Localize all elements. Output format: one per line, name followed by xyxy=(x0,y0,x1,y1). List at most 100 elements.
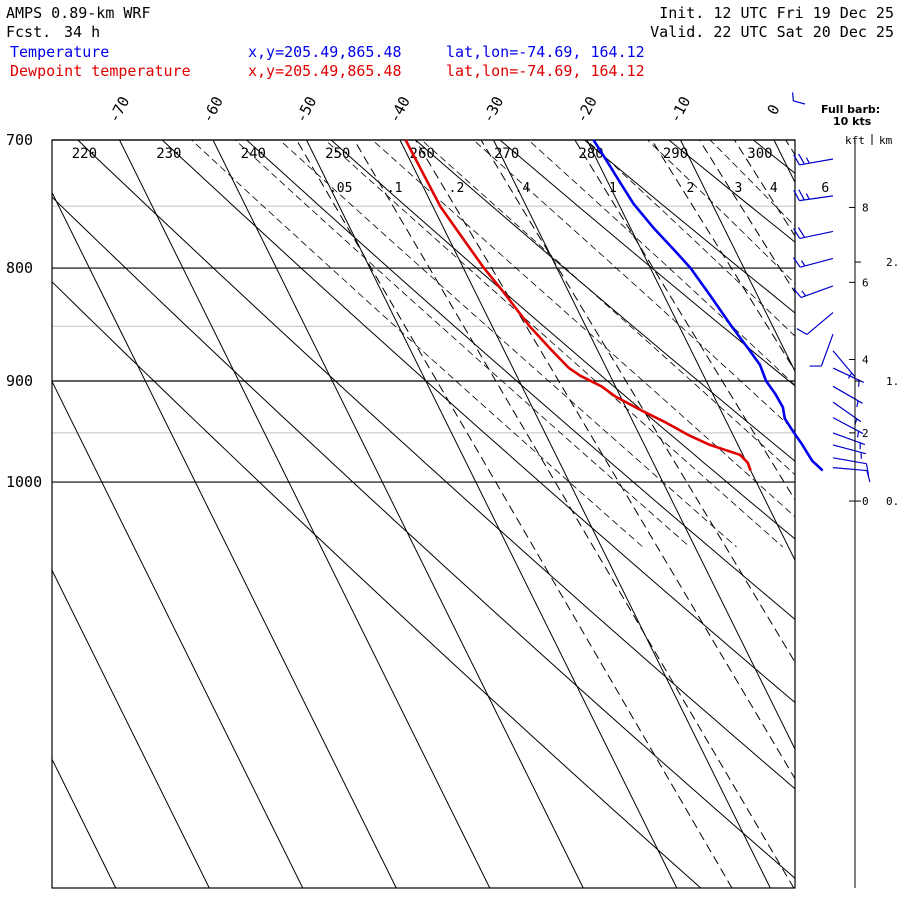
dry-adiabat-line xyxy=(583,140,795,314)
wind-barb xyxy=(793,227,834,240)
wind-barb-full xyxy=(793,288,802,298)
dry-adiabat-label: 230 xyxy=(156,146,181,162)
height-axis-kft-value: 4 xyxy=(862,353,869,366)
forecast-label: Fcst. xyxy=(6,23,52,41)
dry-adiabat-label: 270 xyxy=(494,146,519,162)
wind-barb-staff xyxy=(799,158,834,166)
wind-barb-half xyxy=(805,157,810,164)
moist-adiabat-line xyxy=(585,140,795,337)
isotherm-line xyxy=(399,140,771,888)
isotherm-line xyxy=(306,140,678,888)
mixing-ratio-line xyxy=(296,140,733,888)
isotherm-label: -60 xyxy=(198,93,227,125)
moist-adiabat-line xyxy=(527,140,795,386)
isotherm-line xyxy=(52,191,397,888)
wind-barb-full xyxy=(793,154,801,166)
dry-adiabat-line xyxy=(752,140,795,174)
wind-barb-staff xyxy=(799,195,834,202)
mixing-ratio-line xyxy=(651,140,795,372)
wind-barb-key-symbol xyxy=(791,92,806,105)
pressure-label: 900 xyxy=(6,372,33,390)
wind-barb-key-tick xyxy=(791,92,795,101)
wind-barb-half xyxy=(801,260,806,267)
wind-barb-full xyxy=(797,227,806,238)
wind-barb xyxy=(832,467,871,483)
wind-barb xyxy=(832,367,865,387)
wind-barb-staff xyxy=(832,417,864,435)
wind-barb-full xyxy=(798,189,805,201)
mixing-ratio-line xyxy=(699,140,795,294)
wind-barb-key-label: Full barb: xyxy=(821,103,880,116)
dry-adiabat-line xyxy=(52,196,795,879)
dry-adiabat-line xyxy=(414,140,795,462)
wind-barb-staff xyxy=(832,457,867,465)
wind-barb-half xyxy=(859,442,861,450)
temperature-trace xyxy=(592,139,824,472)
wind-barb-full xyxy=(793,190,800,201)
model-title: AMPS 0.89-km WRF xyxy=(6,4,151,22)
legend-dewpoint-xy: x,y=205.49,865.48 xyxy=(248,62,402,80)
wind-barb-full xyxy=(798,153,805,165)
wind-barb-half xyxy=(856,431,860,438)
isotherm-line xyxy=(52,380,304,888)
legend-temperature-label: Temperature xyxy=(10,43,110,61)
legend-dewpoint-latlon: lat,lon=-74.69, 164.12 xyxy=(446,62,645,80)
mixing-ratio-label: .2 xyxy=(449,181,465,196)
isotherm-line xyxy=(868,140,900,888)
wind-barb-staff xyxy=(832,385,863,404)
moist-adiabat-line xyxy=(421,140,795,476)
moist-adiabat-line xyxy=(709,140,795,227)
wind-barb-key-units: 10 kts xyxy=(833,115,872,128)
isotherm-label: -30 xyxy=(479,93,508,125)
wind-barb-staff xyxy=(800,257,834,268)
wind-barb-staff xyxy=(820,333,834,367)
wind-barb xyxy=(832,432,866,450)
wind-barb-half xyxy=(860,452,862,459)
wind-barb xyxy=(832,417,864,438)
moist-adiabat-line xyxy=(324,140,783,548)
mixing-ratio-line xyxy=(415,140,795,780)
isotherm-label: -70 xyxy=(105,93,134,125)
forecast-hour: 34 h xyxy=(64,23,101,41)
moist-adiabat-line xyxy=(646,140,795,285)
mixing-ratio-label: .4 xyxy=(515,181,531,196)
wind-barb-half xyxy=(856,400,859,408)
wind-barb-staff xyxy=(799,230,834,240)
wind-barb-staff xyxy=(832,432,866,446)
dry-adiabat-line xyxy=(245,140,795,621)
mixing-ratio-line xyxy=(785,140,795,156)
moist-adiabat-line xyxy=(234,140,691,548)
isotherm-line xyxy=(680,140,795,373)
height-axis-km-value: 0. xyxy=(886,495,899,508)
wind-barb xyxy=(793,285,834,299)
wind-barb xyxy=(793,189,834,202)
height-axis-kft-value: 0 xyxy=(862,495,869,508)
pressure-label: 800 xyxy=(6,259,33,277)
mixing-ratio-label: 6 xyxy=(821,181,829,196)
moist-adiabat-line xyxy=(371,140,795,518)
mixing-ratio-line xyxy=(480,140,795,664)
mixing-ratio-line xyxy=(574,140,795,501)
dry-adiabat-label: 300 xyxy=(747,146,772,162)
wind-barb-full xyxy=(796,328,808,335)
height-axis-kft-label: kft xyxy=(845,134,865,147)
legend-dewpoint-label: Dewpoint temperature xyxy=(10,62,191,80)
plot-frame xyxy=(51,139,796,889)
isotherm-line xyxy=(52,758,117,888)
moist-adiabat-line xyxy=(190,140,644,548)
mixing-ratio-label: 1 xyxy=(609,181,617,196)
wind-barb-full xyxy=(793,228,801,239)
isotherm-line xyxy=(586,140,795,562)
wind-barb xyxy=(832,457,870,476)
mixing-ratio-label: 3 xyxy=(735,181,743,196)
isotherm-line xyxy=(52,569,210,888)
mixing-ratio-label: 2 xyxy=(687,181,695,196)
wind-barb-staff xyxy=(832,467,867,472)
isotherm-label: -20 xyxy=(572,93,601,125)
dry-adiabat-line xyxy=(52,281,702,888)
moist-adiabat-line xyxy=(472,140,795,432)
valid-time: Valid. 22 UTC Sat 20 Dec 25 xyxy=(650,23,894,41)
dry-adiabat-line xyxy=(830,69,900,900)
height-axis-kft-value: 6 xyxy=(862,276,869,289)
